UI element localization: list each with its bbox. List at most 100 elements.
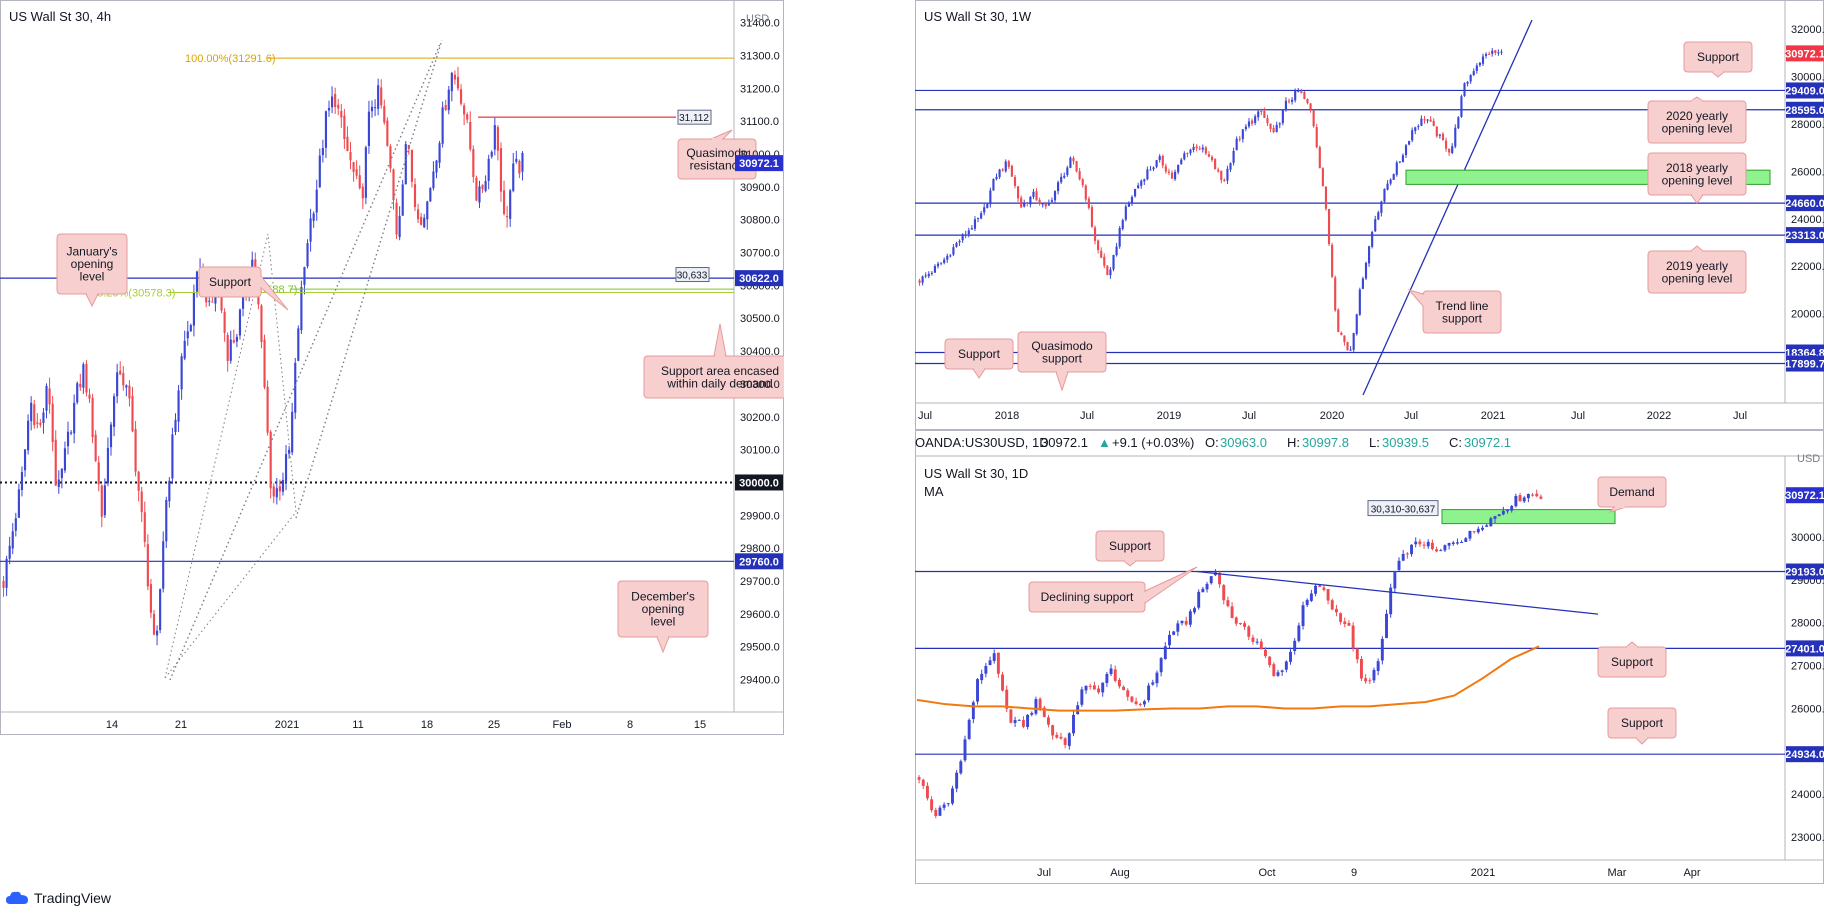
candle-body	[1429, 119, 1432, 122]
candle	[1371, 230, 1374, 249]
support-callout[interactable]: Support	[1683, 41, 1753, 78]
candle-body	[949, 255, 952, 257]
candle	[1535, 489, 1539, 498]
moving-average-line[interactable]	[916, 645, 1540, 712]
trend-line-support-callout-line: Trend line	[1436, 299, 1489, 313]
candle	[401, 179, 404, 216]
candle	[988, 656, 992, 666]
candle-body	[1355, 314, 1358, 334]
support-price-box	[675, 267, 710, 283]
candle-body	[23, 449, 27, 471]
candle-body	[1137, 185, 1140, 189]
support-callout[interactable]: Support	[198, 266, 289, 311]
candle-body	[518, 160, 521, 174]
declining-support-line[interactable]	[1196, 570, 1599, 615]
candle	[1372, 667, 1376, 684]
candle-body	[1151, 682, 1155, 685]
candle-body	[1047, 202, 1050, 206]
candle	[946, 803, 950, 807]
declining-support-callout[interactable]: Declining support	[1028, 566, 1198, 613]
candle	[1506, 509, 1509, 514]
candle	[426, 200, 429, 230]
candle	[367, 100, 371, 154]
candle	[1263, 107, 1266, 118]
candle-body	[1291, 99, 1294, 102]
candle-body	[11, 531, 14, 549]
candle-body	[1229, 163, 1232, 170]
chart-4h[interactable]: US Wall St 30, 4h 100.00%(31291.6)50.00%…	[0, 0, 784, 738]
candle	[521, 151, 524, 181]
candle	[106, 437, 110, 487]
candle	[1439, 548, 1443, 552]
candle	[91, 393, 94, 444]
level-price-label-bg	[1786, 195, 1824, 212]
level-price-label: 29760.0	[739, 556, 779, 568]
candle-body	[94, 434, 97, 461]
candle-body	[1414, 127, 1417, 131]
candle-body	[450, 72, 453, 92]
candle-body	[1340, 332, 1343, 336]
candle	[1460, 540, 1464, 544]
support-callout[interactable]: Support	[1095, 530, 1165, 567]
candle-body	[1127, 202, 1130, 207]
candle-body	[980, 213, 983, 219]
candle-body	[521, 152, 524, 172]
candle	[955, 770, 959, 793]
candle	[1259, 638, 1263, 650]
candle	[1294, 88, 1297, 103]
candle-body	[1334, 608, 1338, 613]
x-tick-label: Jul	[1080, 410, 1094, 422]
support-callout[interactable]: Support	[1597, 641, 1667, 678]
candle-body	[1146, 169, 1149, 180]
candle	[1149, 165, 1152, 171]
candle-body	[321, 148, 324, 156]
support-callout[interactable]: Support	[1607, 707, 1677, 745]
candle-body	[1359, 659, 1363, 679]
support-callout[interactable]: Support	[944, 338, 1014, 379]
level-price-label-bg	[1786, 746, 1824, 763]
candle	[984, 662, 988, 678]
candle-body	[5, 558, 8, 588]
candle-body	[1398, 161, 1401, 163]
support-callout-line: Support	[209, 275, 252, 289]
candle	[1069, 156, 1072, 169]
trend-line-support[interactable]	[1362, 19, 1533, 396]
chart-1d[interactable]: OANDA:US30USD, 1D 30972.1 ▲ +9.1 (+0.03%…	[915, 430, 1824, 884]
demand-zone[interactable]	[1441, 509, 1616, 525]
candle-body	[1243, 623, 1247, 627]
tradingview-brand[interactable]: TradingView	[6, 890, 111, 906]
candle	[1184, 616, 1188, 627]
candle-body	[1301, 605, 1305, 626]
candle-body	[1238, 623, 1242, 625]
y-tick-label: 24000.0	[1791, 789, 1824, 801]
candle	[952, 244, 955, 257]
candle-body	[1122, 686, 1126, 691]
quasimodo-support-callout-box	[1017, 331, 1107, 373]
candle	[1047, 199, 1050, 206]
candle-body	[260, 305, 263, 342]
candle-body	[955, 243, 958, 247]
demand-callout[interactable]: Demand	[1597, 476, 1667, 513]
candle-body	[165, 499, 168, 542]
candle-body	[1010, 165, 1013, 177]
candle-body	[1032, 191, 1035, 197]
candle-body	[1539, 496, 1543, 499]
candle-body	[927, 273, 930, 277]
candle-body	[238, 309, 242, 336]
candle-body	[1481, 527, 1484, 530]
candle	[1514, 493, 1518, 508]
candle	[1334, 605, 1338, 617]
candle	[435, 159, 438, 179]
candle	[159, 588, 162, 634]
candle-body	[1418, 541, 1422, 545]
chart-title: US Wall St 30, 1D	[924, 466, 1028, 481]
